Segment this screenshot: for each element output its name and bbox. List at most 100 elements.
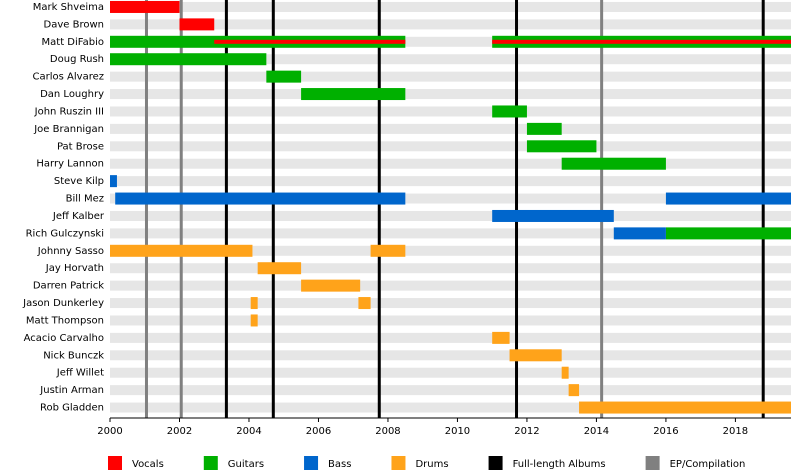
row-stripe xyxy=(110,245,791,256)
row-stripe xyxy=(110,193,791,204)
member-label: Matt DiFabio xyxy=(42,37,104,48)
row-stripe xyxy=(110,141,791,152)
row-stripe xyxy=(110,367,791,378)
row-stripe xyxy=(110,36,791,47)
x-tick-label: 2002 xyxy=(167,426,192,437)
row-stripe xyxy=(110,106,791,117)
x-tick-label: 2018 xyxy=(723,426,748,437)
tenure-bar xyxy=(665,192,791,205)
tenure-bar xyxy=(110,244,253,257)
member-label: Dan Loughry xyxy=(40,89,104,100)
member-label: Jeff Kalber xyxy=(52,211,105,222)
member-label: Rich Gulczynski xyxy=(26,228,104,239)
tenure-bar xyxy=(214,39,406,44)
legend-swatch xyxy=(645,456,660,470)
x-tick-label: 2004 xyxy=(236,426,261,437)
member-label: Harry Lannon xyxy=(36,159,104,170)
member-label: Acacio Carvalho xyxy=(24,333,104,344)
row-stripe xyxy=(110,315,791,326)
tenure-bar xyxy=(301,279,361,292)
row-stripe xyxy=(110,385,791,396)
legend-label: Full-length Albums xyxy=(513,459,606,470)
member-label: Nick Bunczk xyxy=(43,350,104,361)
member-label: Jason Dunkerley xyxy=(22,298,104,309)
row-stripe xyxy=(110,19,791,30)
x-tick-label: 2012 xyxy=(514,426,539,437)
member-label: Matt Thompson xyxy=(26,315,104,326)
x-tick-label: 2010 xyxy=(445,426,470,437)
legend-label: Guitars xyxy=(228,459,264,470)
tenure-bar xyxy=(492,209,614,222)
tenure-bar xyxy=(115,192,406,205)
row-stripe xyxy=(110,332,791,343)
member-label: Pat Brose xyxy=(57,141,104,152)
row-stripe xyxy=(110,1,791,12)
member-label: Bill Mez xyxy=(66,194,104,205)
member-label: Mark Shveima xyxy=(33,2,104,13)
legend-swatch xyxy=(391,456,406,470)
row-stripe xyxy=(110,263,791,274)
member-label: Jay Horvath xyxy=(45,263,104,274)
x-tick-label: 2016 xyxy=(653,426,678,437)
tenure-bar xyxy=(561,157,666,170)
row-stripe xyxy=(110,158,791,169)
member-label: Carlos Alvarez xyxy=(33,72,104,83)
member-label: Justin Arman xyxy=(39,385,104,396)
tenure-bar xyxy=(250,297,258,310)
member-label: Darren Patrick xyxy=(33,281,104,292)
tenure-bar xyxy=(370,244,406,257)
tenure-bar xyxy=(250,314,258,327)
tenure-bar xyxy=(110,175,117,188)
row-stripe xyxy=(110,228,791,239)
member-label: Steve Kilp xyxy=(54,176,104,187)
tenure-bar xyxy=(665,227,791,240)
row-stripe xyxy=(110,176,791,187)
tenure-bar xyxy=(110,0,180,13)
tenure-bar xyxy=(492,39,791,44)
legend-label: Bass xyxy=(328,459,351,470)
member-label: Dave Brown xyxy=(44,19,104,30)
x-tick-label: 2008 xyxy=(375,426,400,437)
tenure-bar xyxy=(509,349,562,362)
member-label: John Ruszin III xyxy=(34,106,104,117)
tenure-bar xyxy=(358,297,371,310)
row-stripe xyxy=(110,89,791,100)
legend-label: Vocals xyxy=(132,459,164,470)
tenure-bar xyxy=(257,262,302,275)
tenure-bar xyxy=(179,18,215,31)
tenure-bar xyxy=(301,88,406,101)
x-tick-label: 2000 xyxy=(97,426,122,437)
row-stripe xyxy=(110,210,791,221)
row-stripe xyxy=(110,402,791,413)
legend-swatch xyxy=(108,456,122,470)
row-stripe xyxy=(110,298,791,309)
legend-swatch xyxy=(488,456,503,470)
x-tick-label: 2014 xyxy=(584,426,609,437)
tenure-bar xyxy=(561,366,569,379)
tenure-bar xyxy=(526,140,597,153)
tenure-bar xyxy=(492,331,510,344)
row-stripe xyxy=(110,280,791,291)
row-stripe xyxy=(110,123,791,134)
tenure-bar xyxy=(526,122,562,135)
legend-label: Drums xyxy=(415,459,448,470)
tenure-bar xyxy=(110,53,267,66)
legend-label: EP/Compilation xyxy=(670,459,746,470)
member-label: Rob Gladden xyxy=(40,403,104,414)
legend-swatch xyxy=(304,456,319,470)
tenure-bar xyxy=(568,384,580,397)
tenure-bar xyxy=(579,401,791,414)
row-stripe xyxy=(110,71,791,82)
x-tick-label: 2006 xyxy=(306,426,331,437)
tenure-bar xyxy=(613,227,666,240)
tenure-bar xyxy=(492,105,527,118)
member-label: Johnny Sasso xyxy=(37,246,104,257)
row-stripe xyxy=(110,54,791,65)
tenure-bar xyxy=(266,70,302,83)
legend-swatch xyxy=(203,456,218,470)
member-label: Doug Rush xyxy=(50,54,104,65)
member-label: Joe Brannigan xyxy=(33,124,104,135)
row-stripe xyxy=(110,350,791,361)
member-label: Jeff Willet xyxy=(56,368,104,379)
